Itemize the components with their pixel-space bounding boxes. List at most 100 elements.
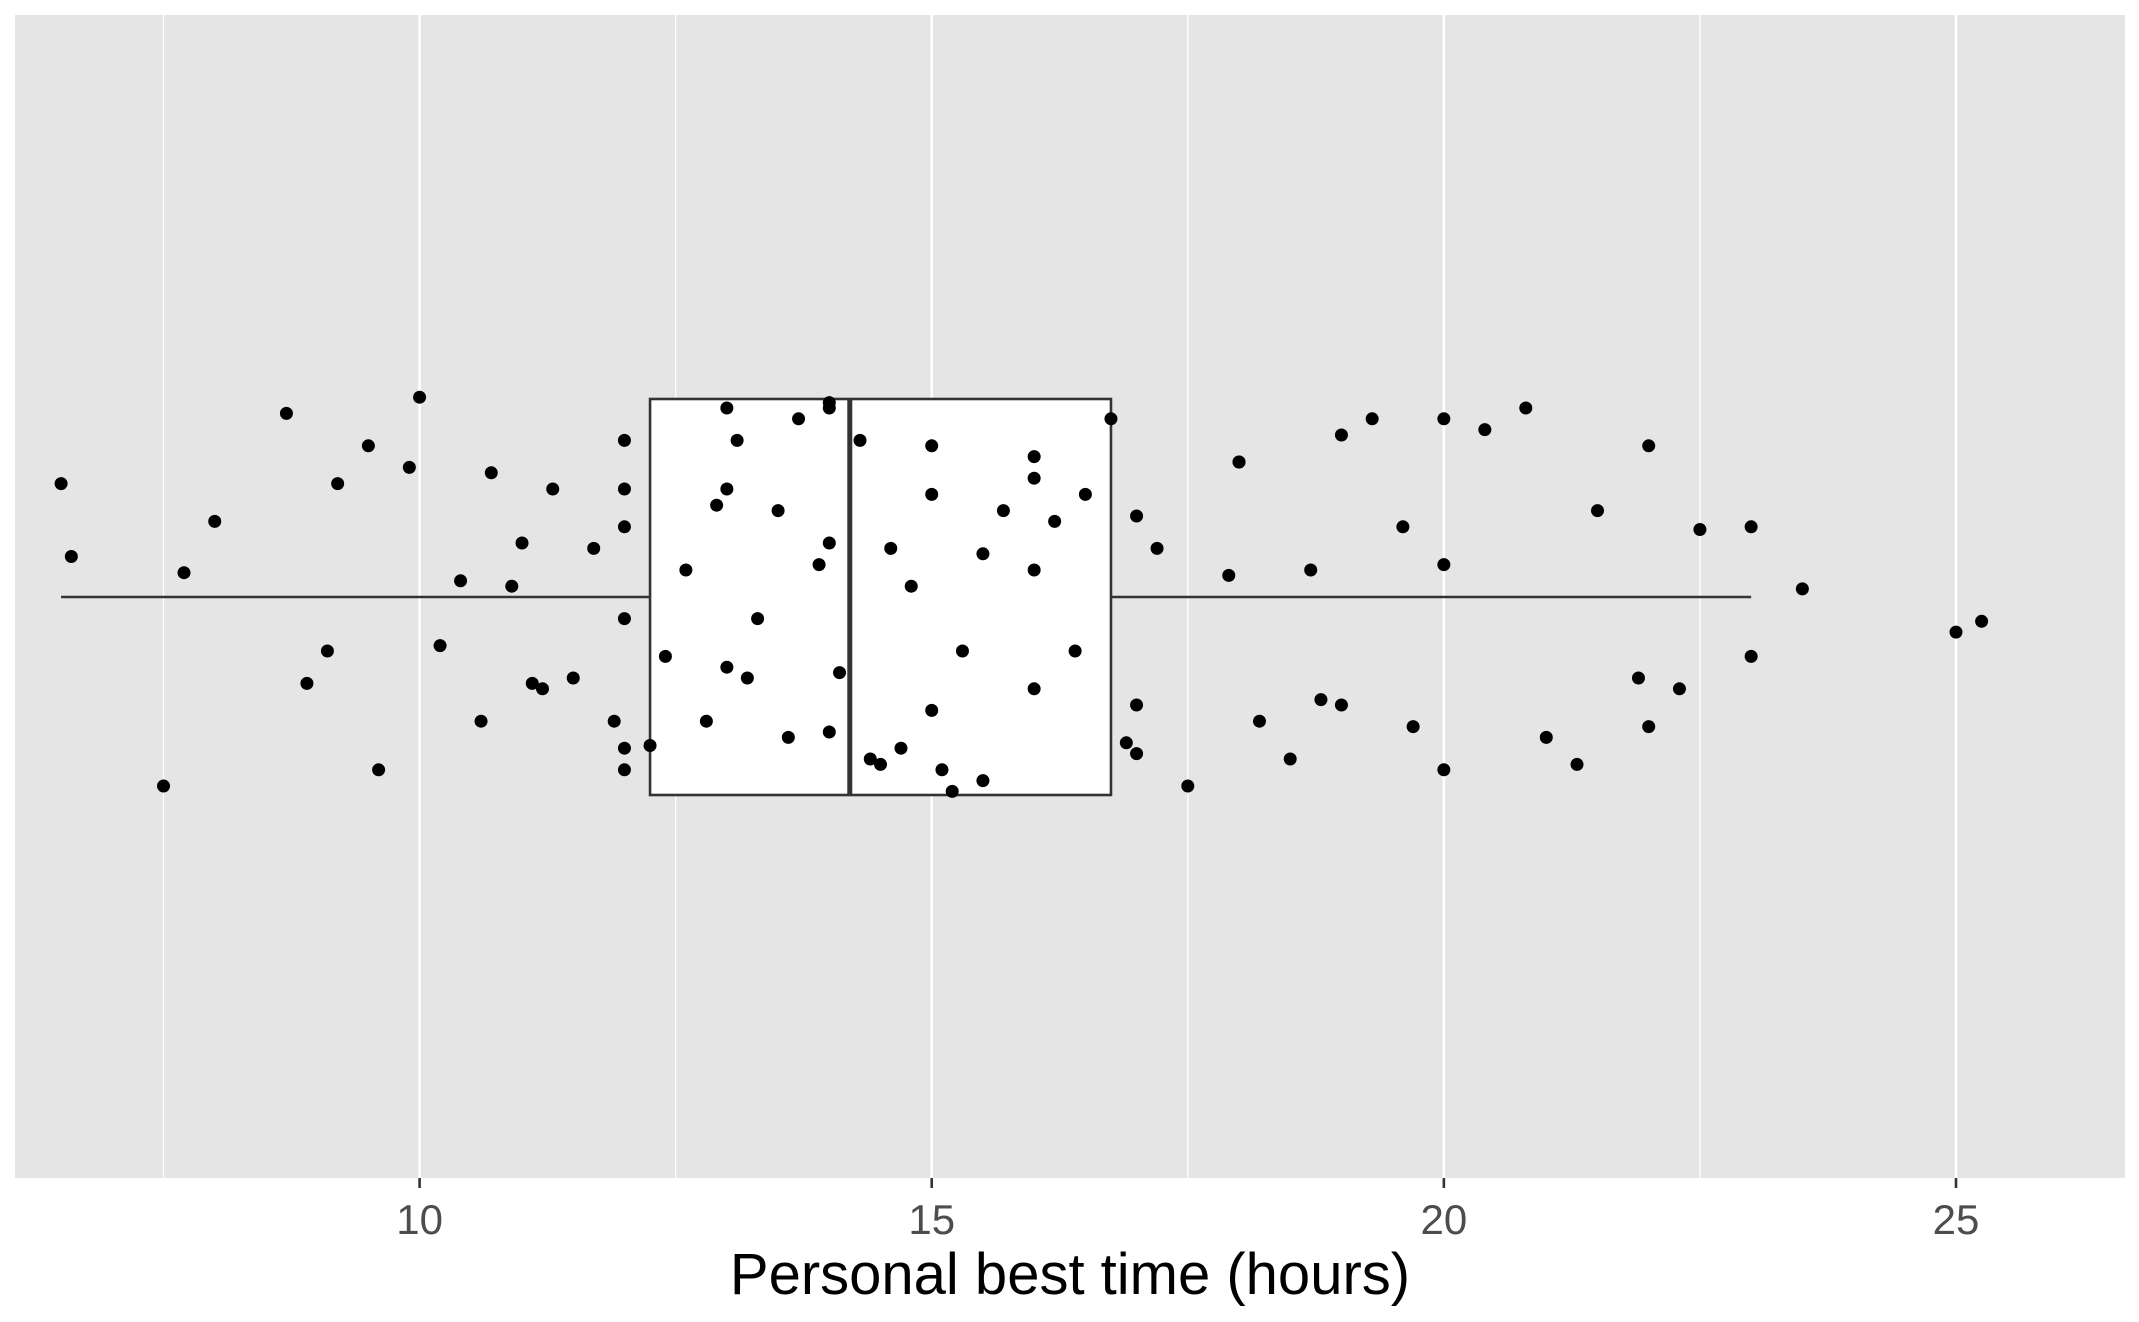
data-point bbox=[874, 757, 888, 771]
data-point bbox=[1130, 509, 1144, 523]
data-point bbox=[720, 482, 734, 496]
data-point bbox=[1027, 450, 1041, 464]
interquartile-box bbox=[648, 397, 1113, 797]
data-point bbox=[1222, 568, 1236, 582]
data-point bbox=[1437, 558, 1451, 572]
data-point bbox=[402, 460, 416, 474]
data-point bbox=[1068, 644, 1082, 658]
data-point bbox=[525, 676, 539, 690]
data-point bbox=[1150, 541, 1164, 555]
data-point bbox=[617, 482, 631, 496]
data-point bbox=[474, 714, 488, 728]
data-point bbox=[894, 741, 908, 755]
data-point bbox=[515, 536, 529, 550]
data-point bbox=[1283, 752, 1297, 766]
data-point bbox=[1437, 763, 1451, 777]
data-point bbox=[945, 784, 959, 798]
boxplot bbox=[61, 397, 1752, 797]
data-point bbox=[1539, 730, 1553, 744]
data-point bbox=[1304, 563, 1318, 577]
data-point bbox=[1027, 682, 1041, 696]
data-point bbox=[1334, 428, 1348, 442]
x-tick-label: 20 bbox=[1420, 1196, 1467, 1243]
data-point bbox=[1130, 698, 1144, 712]
data-point bbox=[904, 579, 918, 593]
data-point bbox=[177, 566, 191, 580]
data-point bbox=[331, 477, 345, 491]
data-point bbox=[1396, 520, 1410, 534]
data-point bbox=[925, 439, 939, 453]
x-axis-title: Personal best time (hours) bbox=[730, 1242, 1410, 1307]
data-point bbox=[1181, 779, 1195, 793]
data-point bbox=[1795, 582, 1809, 596]
data-point bbox=[996, 504, 1010, 518]
data-point bbox=[1104, 412, 1118, 426]
x-tick-label: 25 bbox=[1933, 1196, 1980, 1243]
data-point bbox=[812, 558, 826, 572]
data-point bbox=[884, 541, 898, 555]
data-point bbox=[781, 730, 795, 744]
data-point bbox=[720, 660, 734, 674]
data-point bbox=[617, 612, 631, 626]
data-point bbox=[935, 763, 949, 777]
data-point bbox=[658, 649, 672, 663]
data-point bbox=[1744, 649, 1758, 663]
data-point bbox=[566, 671, 580, 685]
data-point bbox=[1642, 720, 1656, 734]
data-point bbox=[925, 703, 939, 717]
data-point bbox=[853, 433, 867, 447]
data-point bbox=[617, 763, 631, 777]
data-point bbox=[1570, 757, 1584, 771]
data-point bbox=[617, 520, 631, 534]
data-point bbox=[792, 412, 806, 426]
data-point bbox=[1048, 514, 1062, 528]
data-point bbox=[454, 574, 468, 588]
data-point bbox=[1591, 504, 1604, 518]
data-point bbox=[751, 612, 765, 626]
data-point bbox=[955, 644, 969, 658]
data-point bbox=[279, 406, 293, 420]
data-point bbox=[720, 401, 734, 415]
x-axis-ticks: 10 15 20 25 bbox=[396, 1178, 1979, 1243]
data-point bbox=[643, 739, 657, 752]
data-point bbox=[157, 779, 171, 793]
data-point bbox=[1631, 671, 1645, 685]
data-point bbox=[1130, 747, 1144, 761]
data-point bbox=[1642, 439, 1656, 453]
data-point bbox=[617, 433, 631, 447]
data-point bbox=[1975, 614, 1989, 628]
data-point bbox=[1027, 471, 1041, 485]
data-point bbox=[433, 639, 447, 653]
data-point bbox=[54, 477, 68, 491]
data-point bbox=[863, 752, 877, 766]
data-point bbox=[822, 725, 836, 739]
data-point bbox=[208, 514, 222, 528]
data-point bbox=[679, 563, 693, 577]
data-point bbox=[1672, 682, 1686, 696]
data-point bbox=[1232, 455, 1246, 469]
data-point bbox=[1314, 693, 1328, 707]
data-point bbox=[1078, 487, 1092, 501]
data-point bbox=[1119, 736, 1133, 750]
data-point bbox=[1693, 523, 1707, 536]
data-point bbox=[1949, 625, 1963, 639]
data-point bbox=[587, 541, 601, 555]
data-point bbox=[300, 676, 314, 690]
data-point bbox=[617, 741, 631, 755]
data-point bbox=[320, 644, 334, 658]
data-point bbox=[730, 433, 744, 447]
data-point bbox=[1478, 423, 1492, 437]
data-point bbox=[1334, 698, 1348, 712]
data-point bbox=[740, 671, 754, 685]
data-point bbox=[833, 666, 847, 680]
data-point bbox=[1365, 412, 1379, 426]
data-point bbox=[710, 498, 724, 512]
data-point bbox=[1744, 520, 1758, 534]
data-point bbox=[699, 714, 713, 728]
data-point bbox=[1519, 401, 1533, 415]
x-tick-label: 10 bbox=[396, 1196, 443, 1243]
data-point bbox=[372, 763, 386, 777]
data-point bbox=[546, 482, 560, 496]
data-point bbox=[1252, 714, 1266, 728]
